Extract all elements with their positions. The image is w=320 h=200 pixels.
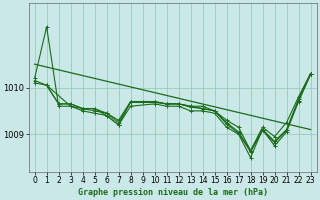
X-axis label: Graphe pression niveau de la mer (hPa): Graphe pression niveau de la mer (hPa) bbox=[77, 188, 268, 197]
